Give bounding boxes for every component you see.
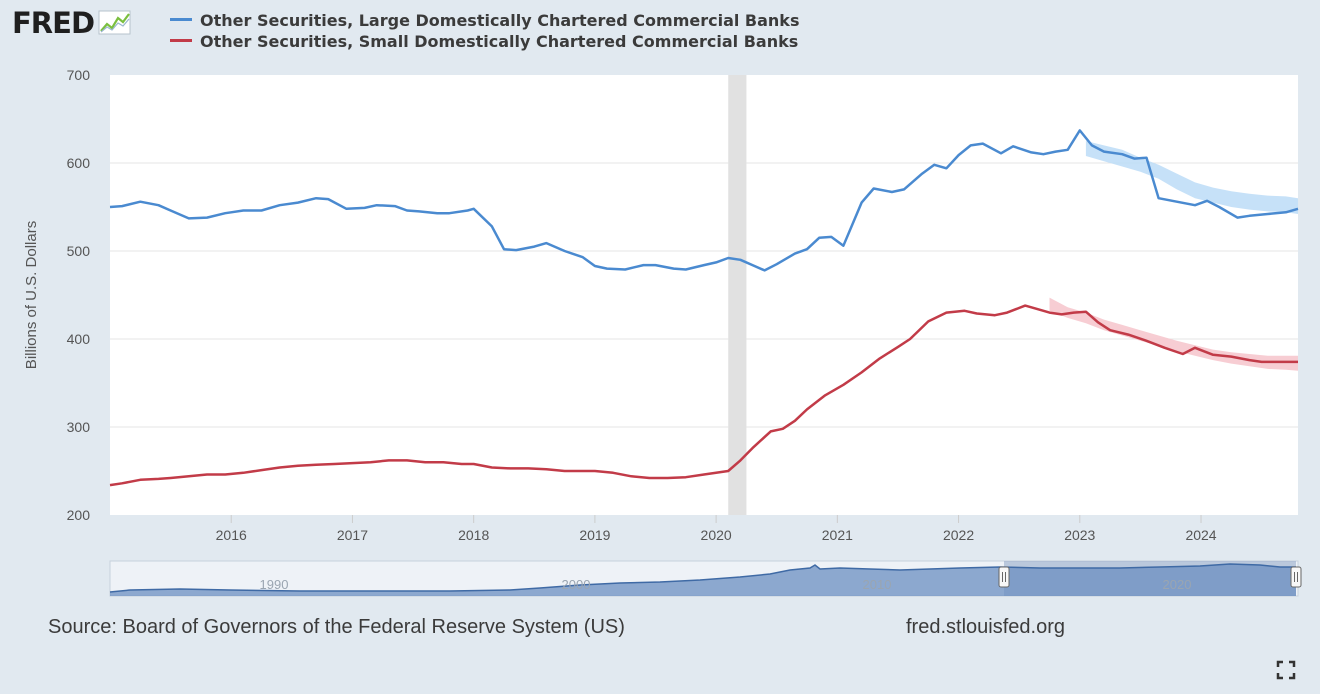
x-tick-label: 2021 <box>822 527 853 543</box>
navigator-left-handle[interactable] <box>998 566 1010 588</box>
logo-graph-icon <box>98 10 131 35</box>
navigator-label-1990: 1990 <box>260 577 289 592</box>
navigator-label-2000: 2000 <box>562 577 591 592</box>
y-tick-label: 600 <box>67 155 91 171</box>
series-lines <box>109 129 1299 487</box>
fullscreen-icon[interactable] <box>1276 660 1296 680</box>
legend-swatch-small <box>170 39 192 42</box>
y-tick-label: 400 <box>67 331 91 347</box>
y-tick-label: 500 <box>67 243 91 259</box>
x-axis-ticks: 2016 2017 2018 2019 2020 2021 2022 2023 2024 <box>216 515 1217 543</box>
x-tick-label: 2022 <box>943 527 974 543</box>
legend-swatch-large <box>170 18 192 21</box>
plot-background <box>110 75 1298 515</box>
navigator-label-2010: 2010 <box>863 577 892 592</box>
x-tick-label: 2024 <box>1185 527 1216 543</box>
y-tick-label: 300 <box>67 419 91 435</box>
navigator-series-line <box>109 563 1296 593</box>
series-line-small <box>109 304 1298 487</box>
legend-item-small-banks[interactable]: Other Securities, Small Domestically Cha… <box>170 32 798 51</box>
legend-item-large-banks[interactable]: Other Securities, Large Domestically Cha… <box>170 11 799 30</box>
y-tick-label: 200 <box>67 507 91 523</box>
y-tick-label: 700 <box>67 67 91 83</box>
fred-logo-text: FRED <box>12 6 95 40</box>
grid-lines <box>110 162 1298 428</box>
recession-shading <box>728 75 747 515</box>
forecast-band-small <box>1049 297 1298 371</box>
x-tick-label: 2018 <box>458 527 489 543</box>
x-tick-label: 2019 <box>579 527 610 543</box>
legend-label-large: Other Securities, Large Domestically Cha… <box>200 11 800 30</box>
site-url: fred.stlouisfed.org <box>906 616 1065 638</box>
y-axis-ticks: 200 300 400 500 600 700 <box>67 67 91 523</box>
navigator-label-2020: 2020 <box>1163 577 1192 592</box>
range-navigator[interactable]: 1990 2000 2010 2020 <box>109 560 1302 597</box>
x-tick-label: 2020 <box>701 527 732 543</box>
y-axis-label: Billions of U.S. Dollars <box>23 221 40 369</box>
x-tick-label: 2016 <box>216 527 247 543</box>
x-tick-label: 2017 <box>337 527 368 543</box>
legend-label-small: Other Securities, Small Domestically Cha… <box>200 32 799 51</box>
navigator-right-handle[interactable] <box>1290 566 1302 588</box>
source-attribution: Source: Board of Governors of the Federa… <box>48 616 625 638</box>
x-tick-label: 2023 <box>1064 527 1095 543</box>
fred-logo: FRED <box>12 6 132 40</box>
series-line-large <box>109 129 1299 272</box>
